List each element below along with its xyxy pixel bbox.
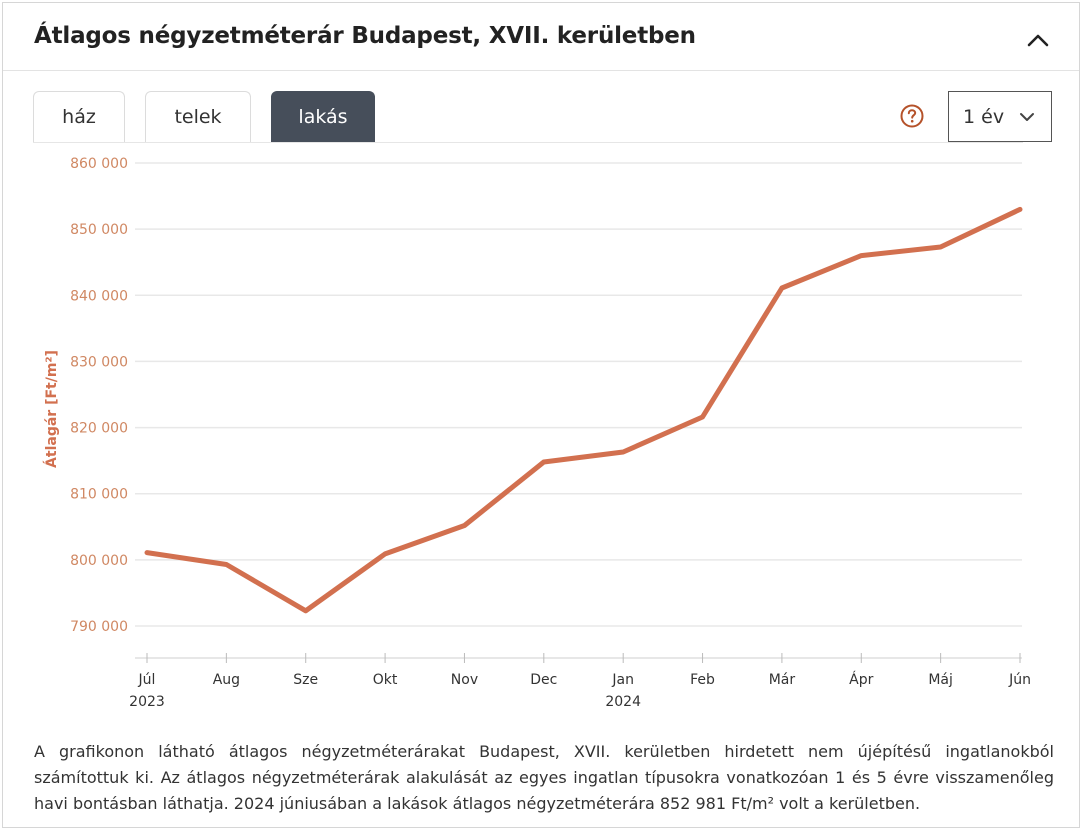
y-tick-label: 800 000 [70,553,128,569]
x-tick-label: Máj [928,672,953,688]
help-button[interactable] [900,104,924,128]
header-divider [3,70,1079,71]
collapse-button[interactable] [1021,25,1055,55]
y-tick-label: 850 000 [70,222,128,238]
y-tick-label: 840 000 [70,288,128,304]
chevron-down-icon [1020,113,1034,121]
line-chart: 790 000 800 000 810 000 820 000 830 000 840 0… [43,156,1031,710]
tab-lakas[interactable]: lakás [271,91,375,142]
tab-label: ház [62,106,96,128]
x-tick-label: Okt [373,672,398,688]
x-tick-label: Dec [530,672,557,688]
question-circle-icon [900,104,924,128]
x-tick-label: Már [769,672,796,688]
tab-label: lakás [298,106,348,128]
y-tick-label: 790 000 [70,619,128,635]
period-select[interactable]: 1 év [948,91,1052,142]
y-tick-label: 820 000 [70,421,128,437]
x-year-label: 2023 [129,694,165,710]
tab-telek[interactable]: telek [145,91,251,142]
x-tick-label: Sze [293,672,318,688]
y-tick-label: 860 000 [70,156,128,172]
y-axis-label: Átlagár [Ft/m²] [43,350,60,468]
x-tick-label: Júl [138,672,156,688]
x-tick-label: Feb [690,672,715,688]
tab-label: telek [174,106,222,128]
x-tick-label: Jún [1008,672,1031,688]
tabs-baseline [33,142,1023,143]
x-tick-label: Nov [451,672,478,688]
series-line [144,206,1023,614]
chart-description: A grafikonon látható átlagos négyzetméte… [34,742,1054,813]
y-tick-label: 830 000 [70,354,128,370]
x-tick-label: Jan [611,672,634,688]
x-tick-label: Aug [213,672,240,688]
chevron-up-icon [1027,34,1049,47]
tab-haz[interactable]: ház [33,91,125,142]
x-tick-label: Ápr [849,671,873,688]
x-year-label: 2024 [605,694,641,710]
y-tick-label: 810 000 [70,487,128,503]
card-title: Átlagos négyzetméterár Budapest, XVII. k… [34,23,696,49]
period-select-value: 1 év [963,106,1005,128]
